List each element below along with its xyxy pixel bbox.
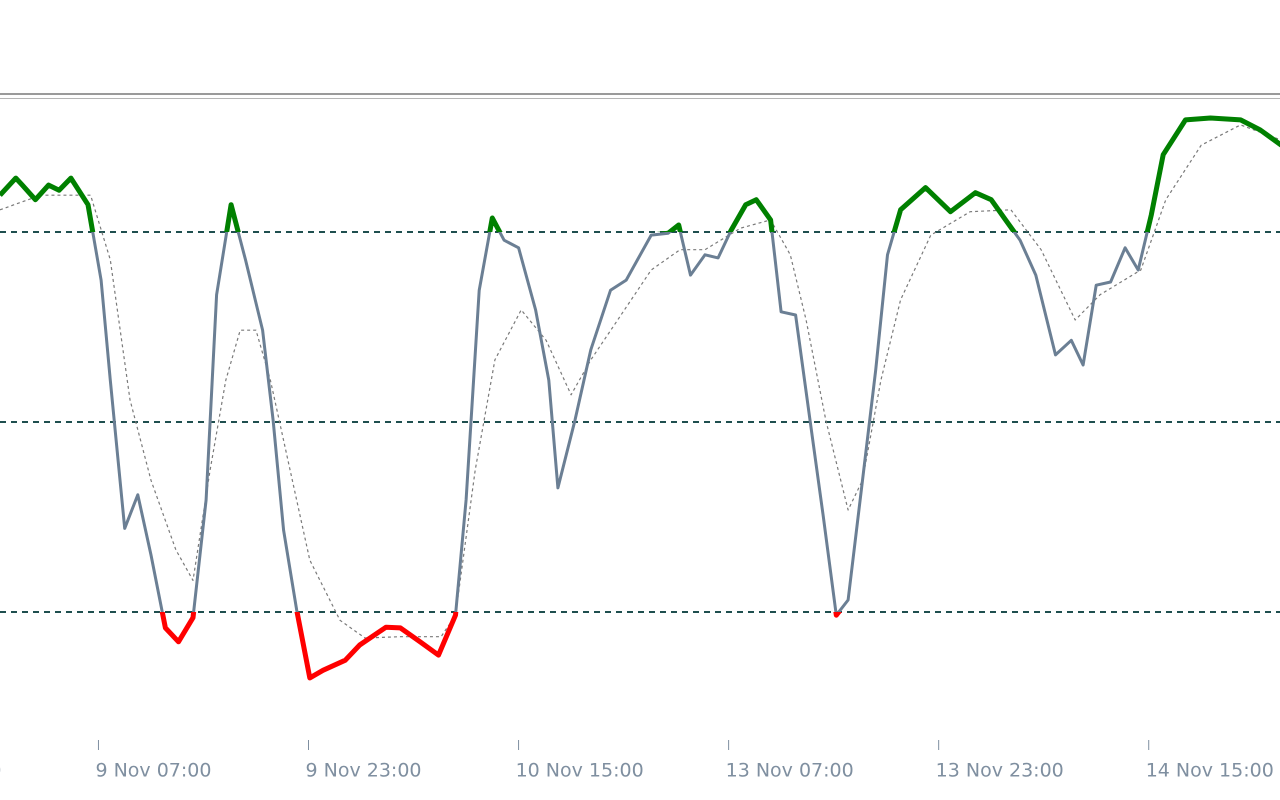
x-tick-label: 10 Nov 15:00 <box>516 760 644 782</box>
main-line <box>0 116 1280 680</box>
x-tick-label: 13 Nov 23:00 <box>936 760 1064 782</box>
x-tick-label: 13 Nov 07:00 <box>726 760 854 782</box>
oversold-segment <box>159 612 842 681</box>
overbought-segment <box>0 115 1280 232</box>
x-tick-label: 9 Nov 23:00 <box>306 760 422 782</box>
x-tick-label: 9 Nov 07:00 <box>95 760 211 782</box>
signal-line <box>0 124 1280 639</box>
x-tick-label: 8 Nov 15:00 <box>0 760 1 782</box>
x-tick-label: 14 Nov 15:00 <box>1146 760 1274 782</box>
